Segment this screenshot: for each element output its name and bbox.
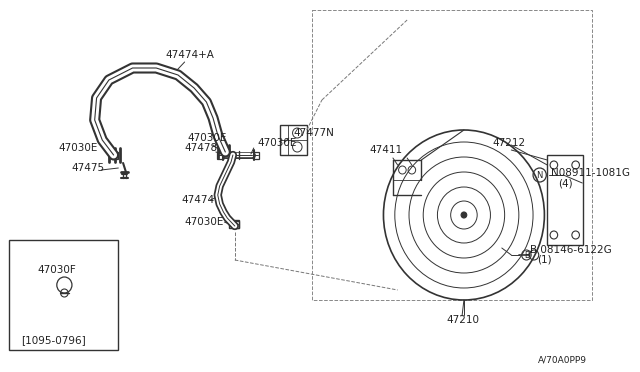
Text: A/70A0PP9: A/70A0PP9 [538,356,587,365]
Circle shape [461,212,467,218]
Text: 47212: 47212 [492,138,525,148]
Text: (4): (4) [559,178,573,188]
Text: B 08146-6122G: B 08146-6122G [530,245,612,255]
Text: N: N [536,170,543,180]
Bar [232,221,239,228]
Text: 47411: 47411 [369,145,403,155]
Bar [547,155,583,245]
Text: N08911-1081G: N08911-1081G [551,168,630,178]
Text: 47030E: 47030E [257,138,297,148]
Text: (1): (1) [537,255,552,265]
Bar [253,152,259,159]
Text: 47210: 47210 [447,315,480,325]
Bar [229,220,239,228]
Text: 47477N: 47477N [294,128,334,138]
Bar [217,152,223,159]
Text: 47475: 47475 [71,163,104,173]
Text: 47030F: 47030F [38,265,77,275]
Bar [10,240,118,350]
Text: 47030E: 47030E [184,217,224,227]
Text: 47030E: 47030E [188,133,227,143]
Text: 47474+A: 47474+A [166,50,214,60]
Bar [112,152,118,159]
Text: 47030E: 47030E [59,143,98,153]
Text: 47474: 47474 [182,195,215,205]
Text: [1095-0796]: [1095-0796] [21,335,86,345]
Text: B: B [524,250,529,260]
Text: 47478: 47478 [184,143,218,153]
Bar [280,125,307,155]
Bar [312,10,592,300]
